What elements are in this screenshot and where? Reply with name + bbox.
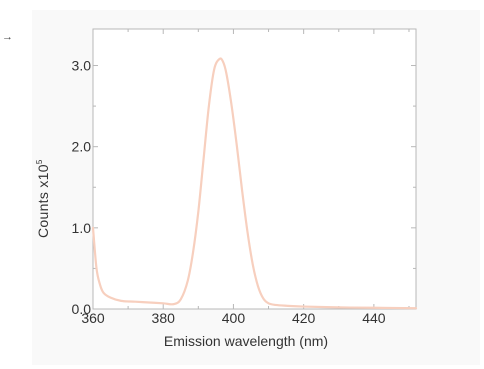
arrow-icon: → xyxy=(2,31,13,43)
x-axis-label-wrap: Emission wavelength (nm) xyxy=(0,333,484,349)
x-tick-label: 440 xyxy=(362,310,386,326)
y-tick-label: 2.0 xyxy=(72,139,92,155)
tick-labels: 360 380 400 420 440 0.0 1.0 2.0 3.0 xyxy=(72,58,386,326)
y-axis-label: Counts x105 xyxy=(35,159,51,238)
x-axis-label: Emission wavelength (nm) xyxy=(163,333,329,349)
series-line xyxy=(91,57,418,310)
y-axis-label-exponent: 5 xyxy=(35,159,44,165)
x-tick-label: 400 xyxy=(222,310,246,326)
plot-frame xyxy=(92,28,417,310)
x-tick-label: 380 xyxy=(152,310,176,326)
y-tick-label: 1.0 xyxy=(72,220,92,236)
x-tick-label: 360 xyxy=(81,310,105,326)
x-tick-label: 420 xyxy=(292,310,316,326)
y-tick-label: 3.0 xyxy=(72,58,92,74)
y-axis-label-base: Counts x10 xyxy=(35,164,51,238)
y-tick-label: 0.0 xyxy=(72,301,92,317)
